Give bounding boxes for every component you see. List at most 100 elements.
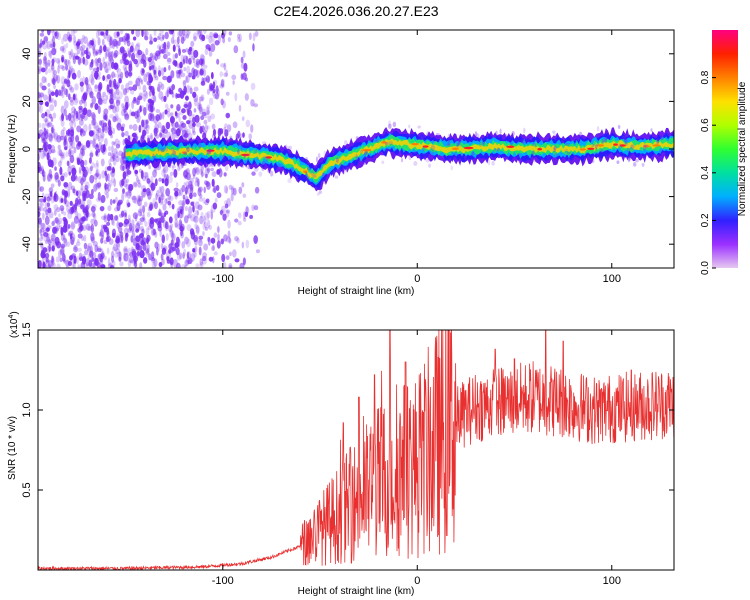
snr-ylabel: SNR (10 * v/v) <box>7 416 18 480</box>
noise-speckle <box>88 64 93 71</box>
noise-speckle <box>141 190 146 198</box>
signal-hotspot <box>652 144 661 147</box>
noise-speckle <box>214 92 220 100</box>
noise-speckle <box>97 37 101 46</box>
noise-speckle <box>155 217 161 225</box>
noise-speckle <box>176 36 180 45</box>
noise-speckle <box>115 96 119 104</box>
noise-speckle <box>51 58 55 67</box>
noise-speckle <box>168 195 174 202</box>
halo-speckle <box>422 146 426 151</box>
noise-speckle <box>225 69 228 77</box>
noise-speckle <box>199 125 203 134</box>
noise-speckle <box>107 62 112 71</box>
noise-speckle <box>130 111 136 117</box>
colorbar-ticks: 0.00.20.40.60.8 <box>700 70 716 275</box>
noise-speckle <box>93 183 98 192</box>
halo-speckle <box>617 124 621 130</box>
noise-speckle <box>160 215 165 223</box>
signal-hotspot <box>579 148 587 151</box>
halo-speckle <box>560 140 565 144</box>
noise-speckle <box>225 186 228 194</box>
noise-speckle <box>199 215 204 225</box>
halo-speckle <box>447 133 451 139</box>
noise-speckle <box>94 84 99 93</box>
noise-speckle <box>237 37 241 43</box>
halo-speckle <box>186 146 190 153</box>
noise-speckle <box>145 187 151 197</box>
noise-speckle <box>88 130 94 137</box>
noise-speckle <box>145 227 150 237</box>
noise-speckle <box>54 172 59 180</box>
noise-speckle <box>159 229 162 238</box>
colorbar-tick-label: 0.2 <box>700 213 711 227</box>
noise-speckle <box>117 74 122 80</box>
halo-speckle <box>525 136 530 142</box>
noise-speckle <box>150 182 156 191</box>
halo-speckle <box>487 159 491 166</box>
noise-speckle <box>174 219 179 228</box>
noise-speckle <box>139 250 145 259</box>
noise-speckle <box>107 52 112 59</box>
halo-speckle <box>554 152 559 157</box>
noise-speckle <box>118 213 125 218</box>
noise-speckle <box>38 66 42 73</box>
noise-speckle <box>48 211 54 219</box>
noise-speckle <box>187 259 192 265</box>
noise-speckle <box>67 192 71 199</box>
noise-speckle <box>124 113 130 121</box>
signal-hotspot <box>537 148 543 151</box>
noise-speckle <box>238 33 242 43</box>
noise-speckle <box>129 124 133 130</box>
halo-speckle <box>219 134 222 140</box>
noise-speckle <box>228 262 233 268</box>
noise-speckle <box>202 64 208 69</box>
noise-speckle <box>197 186 204 192</box>
noise-speckle <box>220 79 225 88</box>
noise-speckle <box>178 69 182 75</box>
noise-speckle <box>127 80 133 86</box>
noise-speckle <box>114 252 119 258</box>
noise-speckle <box>121 192 125 202</box>
noise-speckle <box>106 34 112 43</box>
noise-speckle <box>79 187 84 197</box>
noise-speckle <box>62 33 69 42</box>
noise-speckle <box>71 167 77 176</box>
noise-speckle <box>110 156 115 163</box>
noise-speckle <box>96 91 102 100</box>
noise-speckle <box>185 33 190 39</box>
noise-speckle <box>185 30 190 37</box>
noise-speckle <box>49 190 53 198</box>
noise-speckle <box>136 110 140 118</box>
snr-xtick-label: 0 <box>414 575 420 587</box>
noise-speckle <box>192 167 197 177</box>
noise-speckle <box>239 262 245 268</box>
noise-speckle <box>208 50 213 57</box>
noise-speckle <box>63 211 67 216</box>
noise-speckle <box>38 205 41 211</box>
noise-speckle <box>206 219 211 229</box>
noise-speckle <box>134 43 140 52</box>
noise-speckle <box>174 111 178 117</box>
noise-speckle <box>149 204 153 212</box>
halo-speckle <box>237 148 240 155</box>
noise-speckle <box>212 187 216 193</box>
noise-speckle <box>122 247 128 253</box>
noise-speckle <box>68 34 72 40</box>
noise-speckle <box>213 185 217 194</box>
noise-speckle <box>122 52 127 60</box>
noise-speckle <box>67 59 71 68</box>
noise-speckle <box>38 260 42 268</box>
noise-speckle <box>63 100 69 109</box>
noise-speckle <box>162 34 165 40</box>
noise-speckle <box>78 256 84 262</box>
noise-speckle <box>206 167 211 174</box>
noise-speckle <box>136 175 139 183</box>
noise-speckle <box>114 196 118 203</box>
halo-speckle <box>660 131 665 136</box>
noise-speckle <box>176 103 181 112</box>
halo-speckle <box>380 152 384 156</box>
noise-speckle <box>58 160 62 168</box>
noise-speckle <box>59 257 63 262</box>
noise-speckle <box>110 93 114 100</box>
